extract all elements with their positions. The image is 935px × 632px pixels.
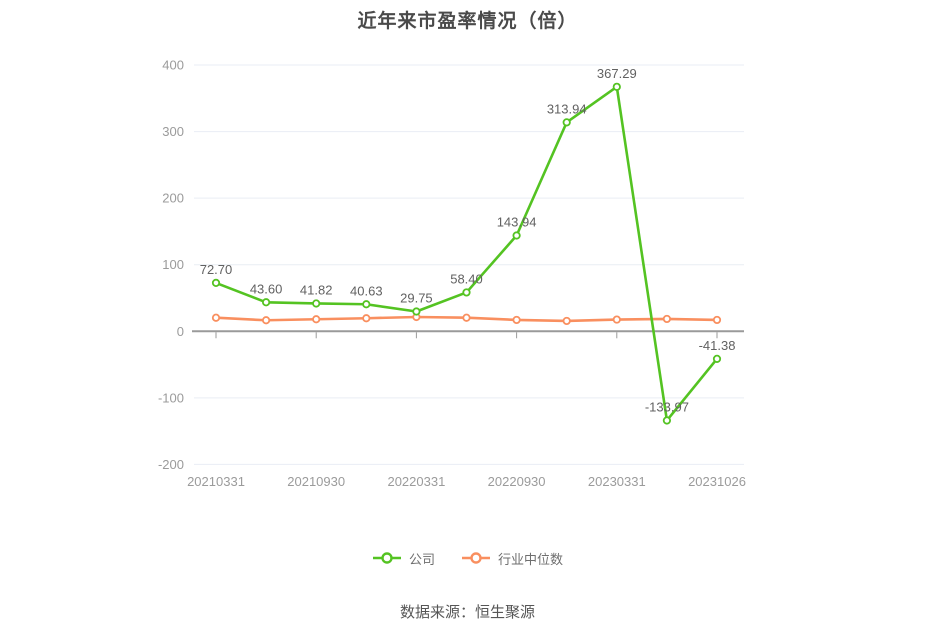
- data-source-note: 数据来源：恒生聚源: [399, 604, 535, 621]
- series-marker-industry-median: [662, 314, 672, 324]
- chart-legend: 公司 行业中位数: [0, 546, 935, 570]
- series-marker-industry-median: [712, 315, 722, 325]
- series-marker-industry-median: [562, 316, 571, 326]
- x-axis-tick-label: 20231026: [688, 474, 746, 489]
- series-marker-industry-median: [312, 315, 321, 324]
- data-point-label: 58.40: [450, 271, 483, 286]
- series-marker-company: [662, 416, 672, 425]
- series-line-company: [214, 85, 719, 422]
- chart-title: 近年来市盈率情况（倍）: [357, 11, 578, 32]
- series-marker-industry-median: [211, 313, 221, 322]
- x-axis-tick-label: 20220331: [387, 474, 445, 489]
- y-axis-tick-label: 0: [177, 324, 184, 339]
- x-axis-tick-label: 20220930: [488, 474, 546, 489]
- series-marker-company: [512, 231, 521, 240]
- legend-label-company: 公司: [408, 551, 435, 567]
- series-marker-company: [211, 278, 221, 288]
- y-axis-tick-label: 300: [162, 124, 184, 139]
- x-axis-tick-label: 20210331: [187, 474, 245, 489]
- series-marker-company: [312, 299, 321, 308]
- data-point-label: 40.63: [350, 283, 383, 298]
- legend-label-industry-median: 行业中位数: [498, 551, 564, 567]
- series-marker-industry-median: [612, 315, 621, 324]
- data-point-label: 313.94: [547, 101, 587, 116]
- data-point-label: 143.94: [497, 214, 537, 229]
- company-series-legend-icon: [372, 552, 401, 564]
- y-axis-tick-label: 200: [162, 191, 184, 206]
- data-point-label: -41.38: [699, 338, 736, 353]
- series-marker-company: [712, 354, 722, 363]
- data-point-label: 43.60: [250, 281, 283, 296]
- legend-item-industry-median[interactable]: 行业中位数: [461, 549, 563, 568]
- series-marker-company: [612, 82, 621, 91]
- y-axis-tick-label: -200: [158, 457, 184, 472]
- y-axis-tick-label: 100: [162, 257, 184, 272]
- data-point-label: 29.75: [400, 290, 433, 305]
- data-point-label: 72.70: [200, 262, 233, 277]
- series-marker-industry-median: [512, 315, 521, 325]
- series-marker-company: [412, 307, 421, 316]
- data-point-label: 41.82: [300, 282, 333, 297]
- x-axis-tick-label: 20210930: [287, 474, 345, 489]
- data-point-label: 367.29: [597, 66, 637, 81]
- x-axis-tick-label: 20230331: [588, 474, 646, 489]
- y-axis-tick-label: 400: [162, 58, 184, 73]
- series-marker-company: [462, 288, 471, 297]
- series-marker-industry-median: [462, 313, 471, 322]
- series-marker-company: [562, 118, 571, 127]
- series-marker-industry-median: [362, 314, 371, 323]
- series-marker-company: [261, 298, 271, 307]
- data-point-label: -133.97: [645, 399, 689, 414]
- series-marker-industry-median: [261, 316, 271, 325]
- industry-median-series-legend-icon: [462, 552, 490, 564]
- y-axis-tick-label: -100: [158, 390, 184, 405]
- legend-item-company[interactable]: 公司: [372, 549, 435, 568]
- series-marker-company: [362, 300, 371, 309]
